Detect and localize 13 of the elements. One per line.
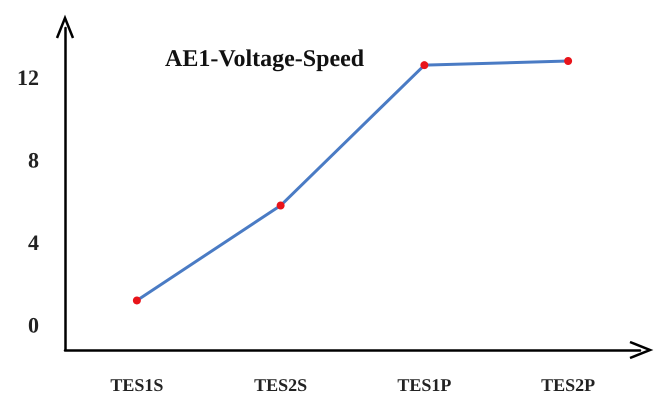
- point: [564, 57, 572, 66]
- y-tick-label: 0: [28, 312, 39, 338]
- point: [132, 296, 141, 304]
- text: AE1-Voltage-Speed: [165, 46, 365, 72]
- y-tick-label: 12: [17, 65, 39, 90]
- point: [276, 202, 285, 210]
- x-tick-label: TES1S: [110, 375, 164, 395]
- x-tick-label: TES2S: [254, 375, 308, 395]
- y-tick-label: 8: [28, 148, 39, 173]
- point: [420, 61, 428, 70]
- y-tick-label: 4: [28, 230, 39, 256]
- x-tick-label: TES2P: [541, 375, 596, 395]
- x-tick-label: TES1P: [397, 375, 452, 395]
